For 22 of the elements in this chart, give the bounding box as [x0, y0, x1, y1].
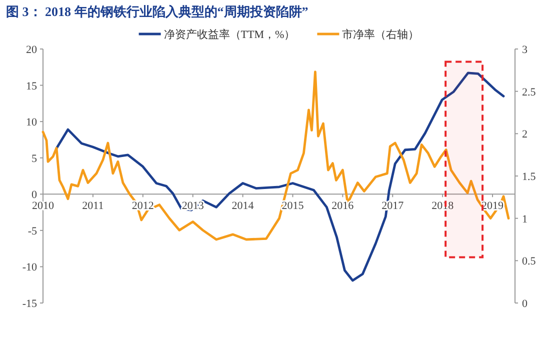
- y2-tick-label: 0: [522, 298, 528, 310]
- y-tick-label: 20: [26, 44, 38, 56]
- y2-tick-label: 3: [522, 44, 528, 56]
- y-tick-label: -15: [22, 298, 38, 310]
- y-tick-label: -10: [22, 262, 38, 274]
- y2-tick-label: 2: [522, 128, 528, 141]
- x-tick-label: 2010: [32, 200, 54, 212]
- chart-title: 图 3： 2018 年的钢铁行业陷入典型的“周期投资陷阱”: [6, 4, 308, 19]
- y-tick-label: 10: [26, 116, 38, 129]
- y2-tick-label: 1.5: [522, 171, 536, 183]
- y2-tick-label: 0.5: [522, 256, 536, 268]
- legend-label: 市净率（右轴）: [342, 28, 420, 41]
- x-tick-label: 2014: [232, 200, 254, 212]
- y-tick-label: 0: [32, 189, 38, 202]
- x-tick-label: 2011: [82, 200, 104, 212]
- y-tick-label: 15: [26, 80, 38, 92]
- y2-tick-label: 2.5: [522, 86, 536, 98]
- x-tick-label: 2016: [332, 200, 354, 212]
- y-tick-label: -5: [28, 225, 38, 238]
- y-tick-label: 5: [32, 152, 38, 165]
- legend-label: 净资产收益率（TTM，%）: [164, 28, 296, 41]
- y2-tick-label: 1: [522, 213, 528, 226]
